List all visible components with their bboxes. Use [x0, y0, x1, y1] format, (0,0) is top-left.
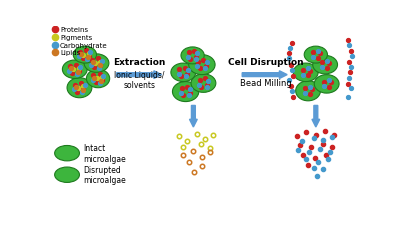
Ellipse shape — [189, 55, 215, 75]
Text: Bead Milling: Bead Milling — [240, 78, 291, 87]
Ellipse shape — [62, 61, 87, 79]
Text: Cell Disruption: Cell Disruption — [228, 58, 303, 67]
Ellipse shape — [86, 70, 110, 88]
Ellipse shape — [171, 64, 196, 82]
Ellipse shape — [73, 47, 96, 64]
Ellipse shape — [55, 167, 80, 183]
Text: Ionic Liquids/
solvents: Ionic Liquids/ solvents — [114, 70, 164, 90]
Text: Proteins: Proteins — [60, 27, 88, 33]
FancyArrow shape — [117, 72, 162, 79]
FancyArrow shape — [312, 106, 320, 127]
Ellipse shape — [84, 55, 109, 73]
Ellipse shape — [296, 81, 320, 101]
Text: Intact
microalgae: Intact microalgae — [83, 144, 126, 163]
Text: Carbohydrate: Carbohydrate — [60, 42, 108, 48]
Ellipse shape — [172, 82, 199, 102]
Ellipse shape — [313, 56, 338, 74]
Text: Extraction: Extraction — [113, 58, 165, 67]
Ellipse shape — [314, 75, 339, 94]
Ellipse shape — [55, 146, 80, 161]
Text: Lipids: Lipids — [60, 50, 80, 56]
Ellipse shape — [67, 78, 92, 98]
Ellipse shape — [293, 64, 318, 82]
Ellipse shape — [191, 74, 216, 93]
Text: Pigments: Pigments — [60, 35, 92, 41]
FancyArrow shape — [242, 72, 287, 79]
FancyArrow shape — [190, 106, 197, 127]
Ellipse shape — [181, 48, 204, 65]
Ellipse shape — [304, 47, 328, 64]
Text: Disrupted
microalgae: Disrupted microalgae — [83, 165, 126, 184]
